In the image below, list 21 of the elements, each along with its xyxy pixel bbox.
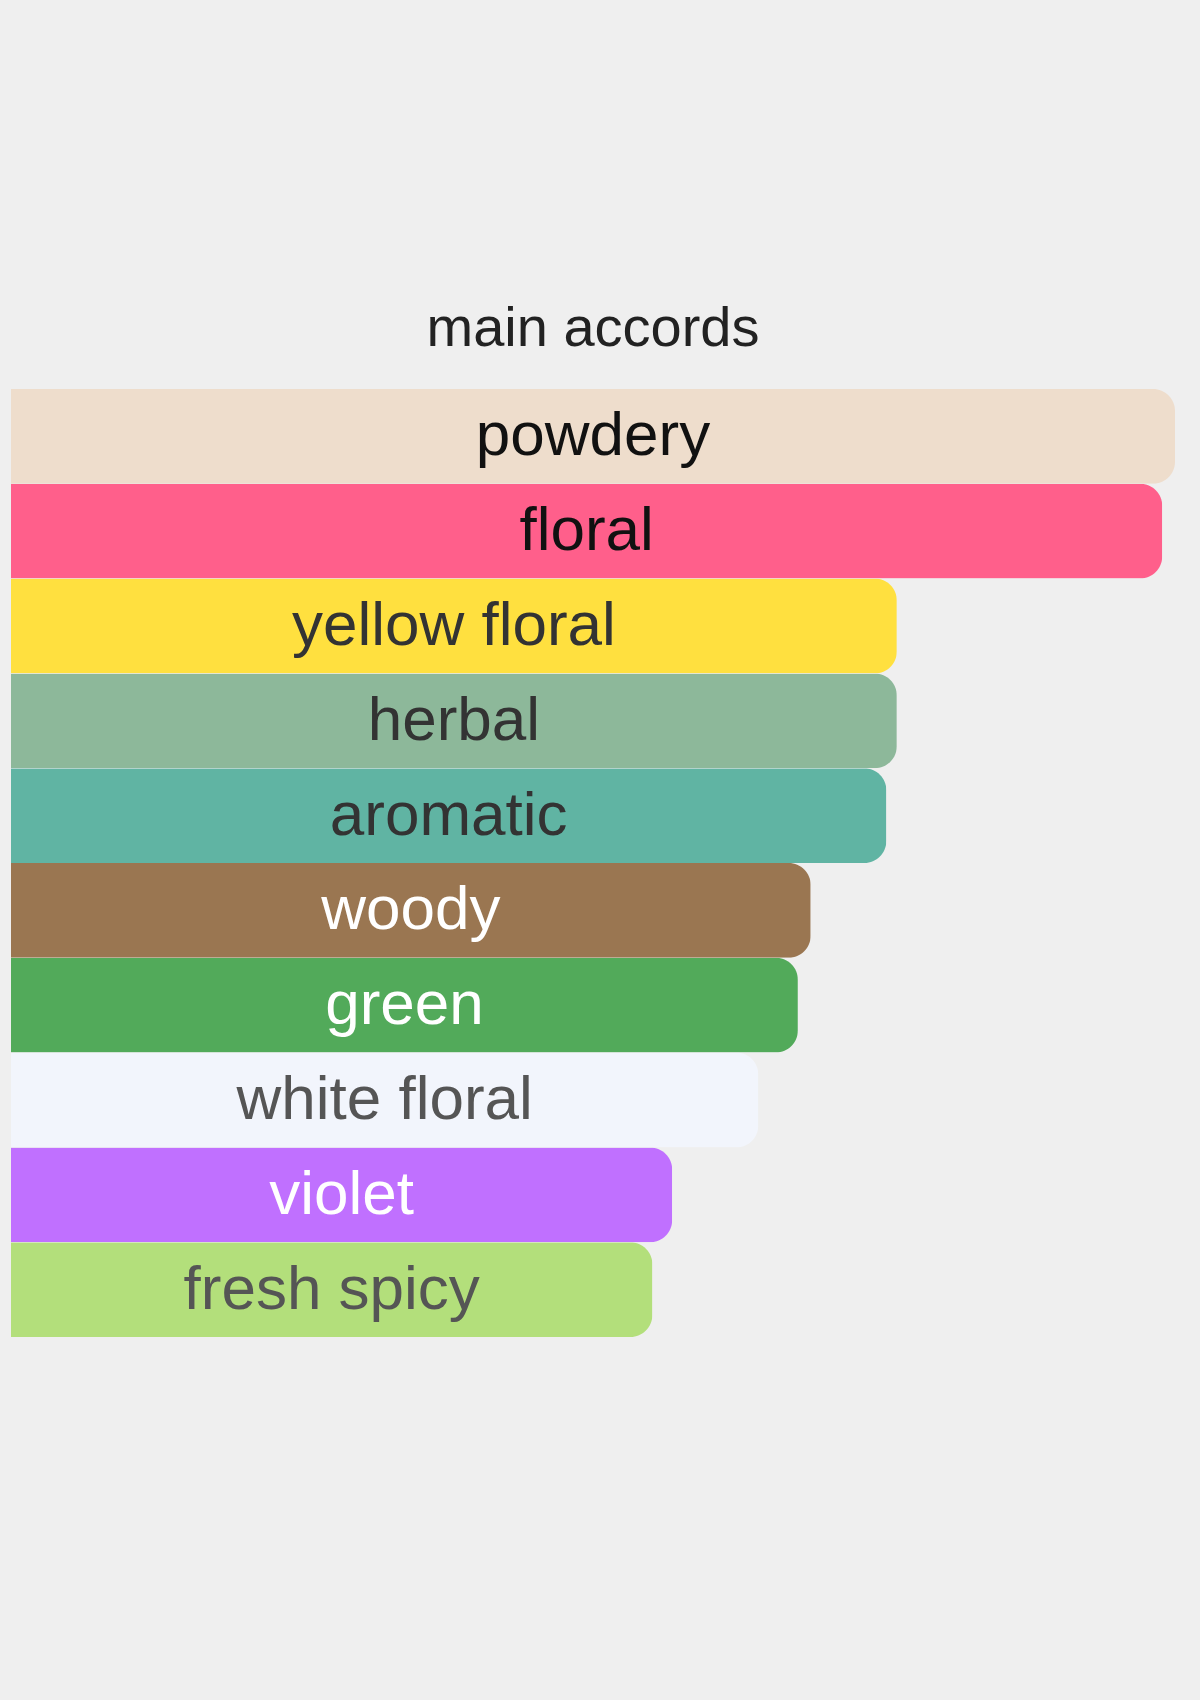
bar [11, 863, 811, 958]
bar [11, 1052, 759, 1148]
bar [11, 1147, 673, 1243]
y-tick-label: green [325, 968, 484, 1038]
bar [11, 578, 897, 674]
y-tick-label: woody [320, 873, 501, 943]
y-tick-label: white floral [235, 1063, 533, 1132]
bar [11, 957, 798, 1053]
y-tick-label: violet [269, 1157, 414, 1227]
bar [11, 1242, 653, 1337]
y-tick-label: fresh spicy [183, 1252, 480, 1322]
bar [11, 673, 897, 769]
y-tick-label: powdery [475, 399, 711, 469]
y-tick-label: aromatic [329, 778, 568, 848]
bar [11, 389, 1175, 484]
y-tick-label: floral [519, 494, 654, 564]
y-tick-label: yellow floral [291, 589, 616, 658]
bar [11, 768, 887, 863]
y-tick-label: herbal [367, 683, 541, 753]
bar [11, 483, 1163, 579]
chart-title: main accords [426, 295, 760, 358]
